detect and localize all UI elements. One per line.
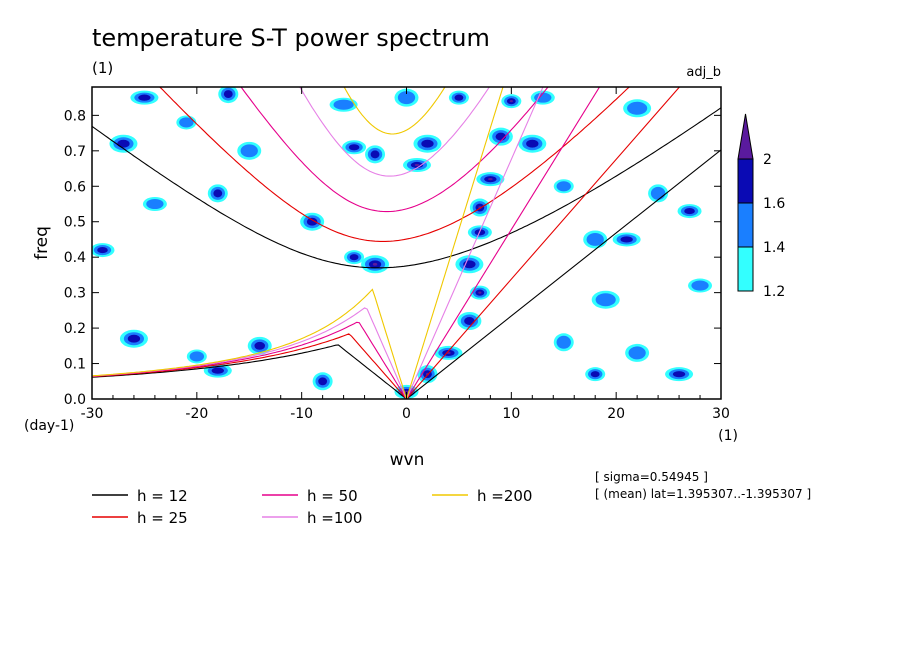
spectral-peak: [625, 343, 650, 362]
spectral-peak: [585, 367, 606, 382]
spectral-peak: [665, 367, 694, 382]
spectral-peak: [203, 363, 232, 378]
spectral-peak: [476, 172, 505, 187]
spectral-peak: [329, 97, 358, 112]
spectral-power-shading: [92, 87, 713, 399]
spectral-peak: [469, 198, 490, 217]
sigma-annotation: [ sigma=0.54945 ]: [595, 470, 708, 484]
spectral-peak: [402, 158, 431, 172]
x-axis-label: wvn: [390, 450, 425, 470]
x-tick-label: 10: [502, 406, 520, 422]
colorbar-level-label: 2: [763, 152, 772, 168]
y-tick-label: 0.0: [64, 392, 86, 408]
spectral-peak: [342, 140, 367, 155]
spectral-peak: [501, 94, 522, 109]
legend-entry: h = 12: [92, 487, 188, 505]
spectral-peak: [92, 243, 115, 258]
x-tick-label: -30: [81, 406, 104, 422]
legend-entry: h = 25: [92, 509, 188, 527]
spectral-peak: [344, 250, 365, 265]
colorbar-segment: [737, 202, 754, 248]
chart-title: temperature S-T power spectrum: [92, 24, 490, 52]
legend-entry: h =200: [432, 487, 532, 505]
spectral-peak: [553, 179, 574, 194]
spectral-peak: [413, 134, 442, 153]
spectral-peak: [394, 88, 419, 107]
spectral-peak: [130, 90, 159, 105]
legend-entry: h = 50: [262, 487, 358, 505]
spectral-peak: [218, 87, 239, 104]
y-unit-label: (day-1): [24, 418, 74, 434]
spectral-peak: [142, 197, 167, 211]
spectral-peak: [455, 255, 484, 274]
spectral-peak: [247, 336, 272, 355]
y-tick-label: 0.8: [64, 108, 86, 124]
spectral-peak: [186, 349, 207, 364]
spectral-peak: [623, 99, 652, 118]
colorbar-level-label: 1.2: [763, 284, 785, 300]
y-axis-label: freq: [32, 226, 52, 260]
experiment-label: adj_b: [686, 65, 721, 80]
dispersion-curve: [92, 107, 721, 399]
colorbar-level-label: 1.6: [763, 196, 785, 212]
colorbar-level-label: 1.4: [763, 240, 785, 256]
spectral-peak: [237, 141, 262, 160]
legend: h = 12 h = 25 h = 50 h =100 h =200: [92, 487, 532, 527]
y-tick-label: 0.3: [64, 286, 86, 302]
spectral-peak: [553, 333, 574, 352]
dispersion-curve: [92, 87, 601, 399]
spectral-peak: [457, 312, 482, 330]
colorbar-segment: [737, 246, 754, 292]
spectral-peak: [677, 204, 702, 219]
colorbar: 1.2 1.4 1.6 2: [737, 113, 785, 300]
dispersion-curve: [92, 87, 544, 399]
spectral-peak: [119, 329, 148, 348]
spectral-peak: [434, 345, 463, 360]
legend-label: h =200: [477, 487, 532, 505]
spectral-peak: [583, 230, 608, 249]
x-tick-label: -20: [185, 406, 208, 422]
spectral-peak: [448, 90, 469, 105]
y-tick-label: 0.1: [64, 357, 86, 373]
legend-label: h = 12: [137, 487, 188, 505]
x-tick-label: 0: [402, 406, 411, 422]
legend-label: h =100: [307, 509, 362, 527]
legend-label: h = 25: [137, 509, 188, 527]
dispersion-curves: [92, 87, 721, 399]
y-tick-label: 0.7: [64, 144, 86, 160]
latitude-annotation: [ (mean) lat=1.395307..-1.395307 ]: [595, 487, 811, 501]
colorbar-segment: [737, 158, 754, 204]
x-tick-label: 20: [607, 406, 625, 422]
spectral-peak: [109, 134, 138, 153]
spectral-peak: [361, 255, 390, 274]
x-tick-label: -10: [290, 406, 313, 422]
spectral-peak: [612, 232, 641, 247]
y-tick-label: 0.4: [64, 250, 86, 266]
y-tick-label: 0.2: [64, 321, 86, 337]
colorbar-extend-arrow: [737, 113, 754, 160]
spectral-peak: [207, 184, 228, 203]
x-tick-label: 30: [712, 406, 730, 422]
spectral-peak: [488, 127, 513, 146]
spectral-peak: [591, 290, 620, 309]
spectral-peak: [176, 115, 197, 130]
y-tick-label: 0.6: [64, 179, 86, 195]
spectral-peak: [365, 145, 386, 164]
y-tick-label: 0.5: [64, 215, 86, 231]
spectral-peak: [312, 372, 333, 391]
spectral-peak: [688, 278, 713, 293]
unit-label: (1): [92, 59, 113, 77]
spectral-peak: [300, 212, 325, 231]
legend-entry: h =100: [262, 509, 362, 527]
spectral-peak: [518, 134, 547, 153]
x-unit-label: (1): [718, 428, 738, 444]
axes: -30 -20 -10 0 10 20 30 0.0 0.1 0.2 0.3 0.4 0.5 0.6 0.7…: [64, 87, 730, 422]
dispersion-curve: [92, 87, 681, 399]
dispersion-curve: [92, 87, 504, 399]
legend-label: h = 50: [307, 487, 358, 505]
